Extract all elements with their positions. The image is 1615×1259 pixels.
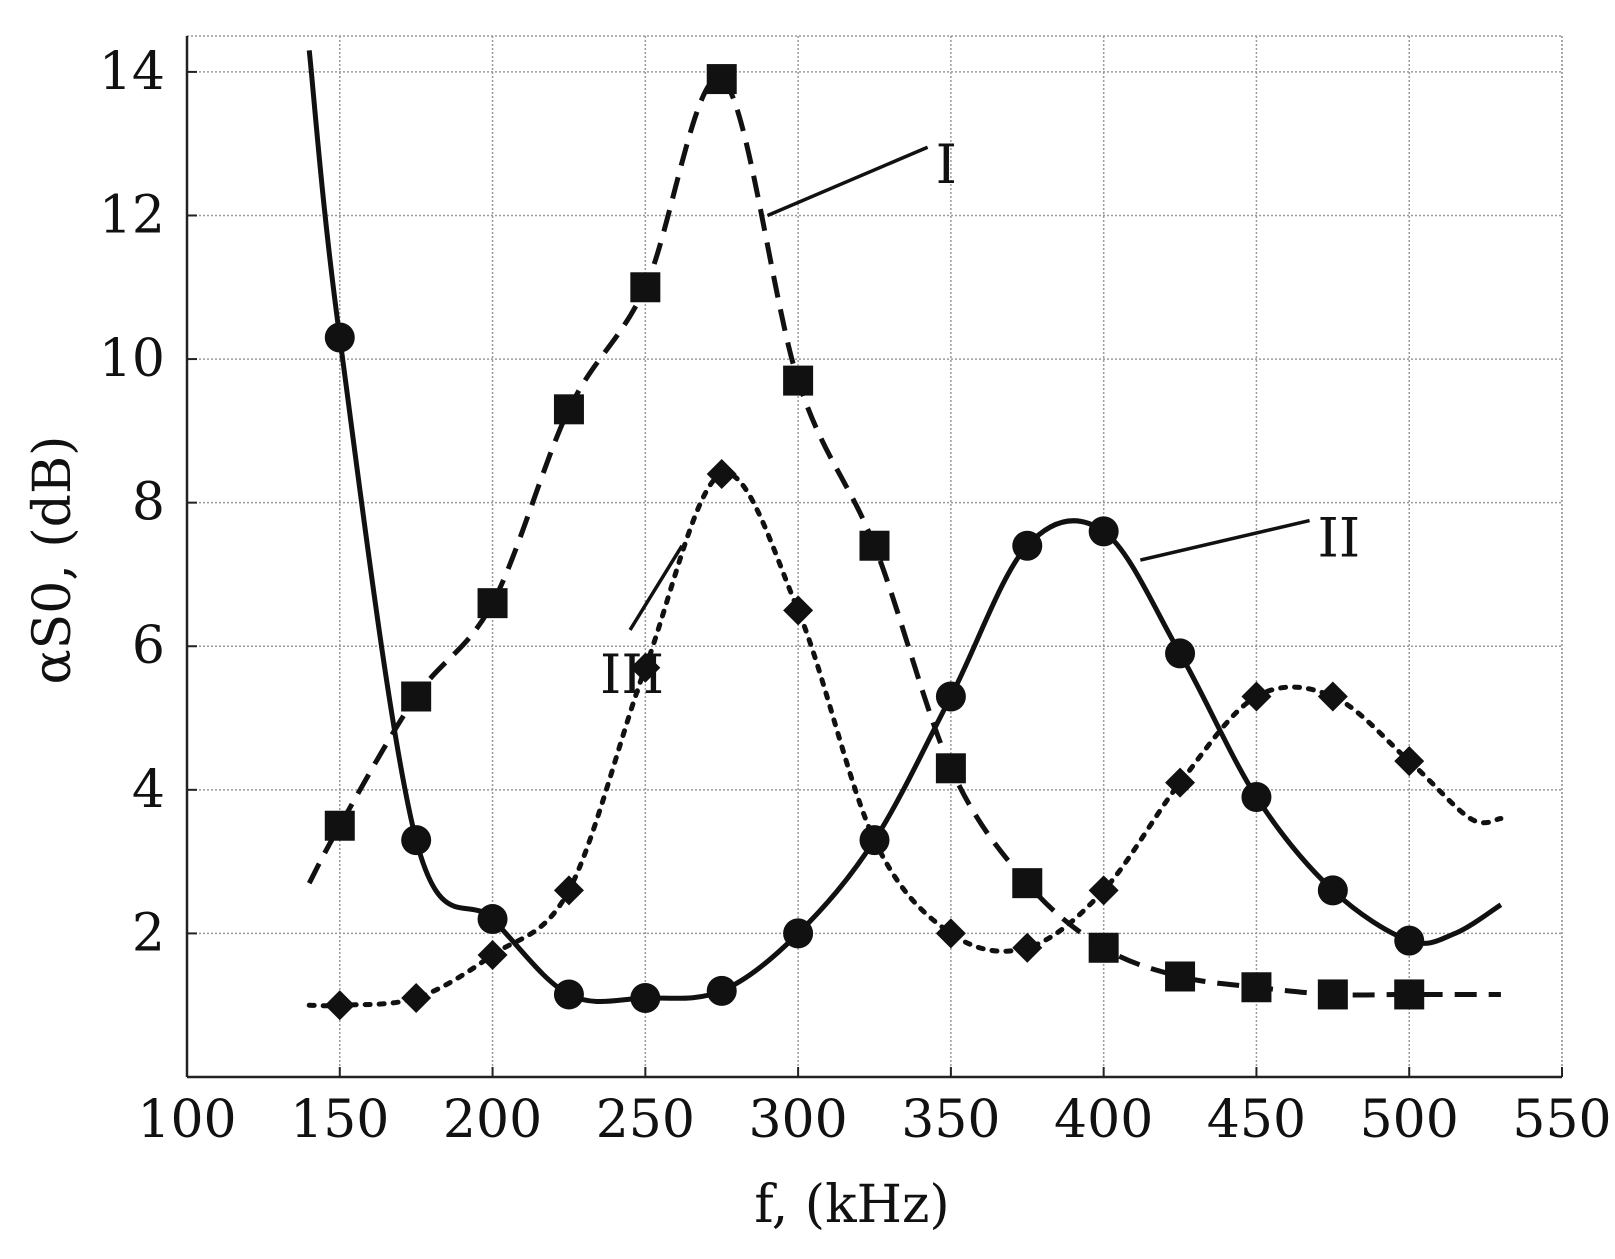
grid	[187, 35, 1563, 1077]
data-point-square	[1317, 979, 1348, 1010]
series-layer	[306, 50, 1504, 1021]
series-III	[306, 458, 1504, 1021]
x-tick-label: 450	[1207, 1090, 1306, 1150]
data-point-circle	[1394, 925, 1425, 956]
data-point-square	[401, 681, 432, 712]
data-point-circle	[1241, 782, 1272, 813]
y-tick-label: 8	[132, 473, 165, 533]
data-point-diamond	[1394, 746, 1425, 777]
data-point-square	[935, 753, 966, 784]
data-point-square	[1165, 961, 1196, 992]
annotation-label-III: III	[600, 643, 664, 706]
data-point-circle	[1088, 516, 1119, 547]
data-point-square	[324, 810, 355, 841]
data-point-diamond	[783, 595, 814, 626]
data-point-square	[1241, 972, 1272, 1003]
data-point-square	[1012, 868, 1043, 899]
data-point-diamond	[1241, 681, 1272, 712]
data-point-square	[630, 272, 661, 303]
data-point-circle	[1165, 638, 1196, 669]
data-point-diamond	[553, 875, 584, 906]
data-point-circle	[783, 918, 814, 949]
data-point-circle	[935, 681, 966, 712]
y-tick-label: 4	[132, 760, 165, 820]
data-point-diamond	[1317, 681, 1348, 712]
annotation-label-I: I	[936, 133, 957, 196]
x-axis-label: f, (kHz)	[754, 1175, 949, 1235]
data-point-circle	[1012, 530, 1043, 561]
data-point-diamond	[1088, 875, 1119, 906]
data-point-square	[553, 394, 584, 425]
data-point-diamond	[630, 652, 661, 683]
annotation-leader-II	[1139, 518, 1310, 562]
series-II	[306, 50, 1503, 1014]
data-point-circle	[324, 322, 355, 353]
x-tick-label: 300	[748, 1090, 847, 1150]
x-tick-label: 150	[290, 1090, 389, 1150]
data-point-circle	[553, 979, 584, 1010]
x-tick-label: 250	[596, 1090, 695, 1150]
x-tick-label: 500	[1360, 1090, 1459, 1150]
data-point-circle	[401, 825, 432, 856]
y-tick-label: 2	[132, 903, 165, 963]
data-point-square	[477, 588, 508, 619]
data-point-circle	[1317, 875, 1348, 906]
data-point-circle	[477, 904, 508, 935]
data-point-square	[1088, 932, 1119, 963]
series-I	[307, 64, 1501, 1010]
x-tick-label: 350	[901, 1090, 1000, 1150]
axes: 100 150 200 250 300 350 400 450 500 550 2 4 6 8 10 12 14	[99, 36, 1612, 1150]
data-point-diamond	[401, 983, 432, 1014]
data-point-square	[783, 365, 814, 396]
y-axis-label: αS0, (dB)	[23, 436, 83, 685]
data-point-diamond	[1165, 767, 1196, 798]
data-point-square	[859, 530, 890, 561]
series-line-III	[306, 470, 1504, 1009]
x-tick-label: 200	[443, 1090, 542, 1150]
annotation-leader-III	[628, 544, 684, 631]
y-tick-label: 6	[132, 616, 165, 676]
annotation-leader-I	[766, 145, 929, 218]
annotation-label-II: II	[1318, 507, 1361, 570]
data-point-diamond	[1012, 932, 1043, 963]
y-tick-label: 14	[99, 42, 165, 102]
y-tick-label: 10	[99, 329, 165, 389]
x-tick-label: 400	[1054, 1090, 1153, 1150]
data-point-circle	[706, 975, 737, 1006]
x-tick-label: 550	[1512, 1090, 1611, 1150]
x-tick-label: 100	[137, 1090, 236, 1150]
data-point-diamond	[477, 939, 508, 970]
data-point-diamond	[324, 990, 355, 1021]
data-point-circle	[630, 983, 661, 1014]
data-point-square	[1394, 979, 1425, 1010]
data-point-square	[706, 64, 737, 95]
data-point-diamond	[935, 918, 966, 949]
data-point-diamond	[706, 458, 737, 489]
y-tick-label: 12	[99, 185, 165, 245]
